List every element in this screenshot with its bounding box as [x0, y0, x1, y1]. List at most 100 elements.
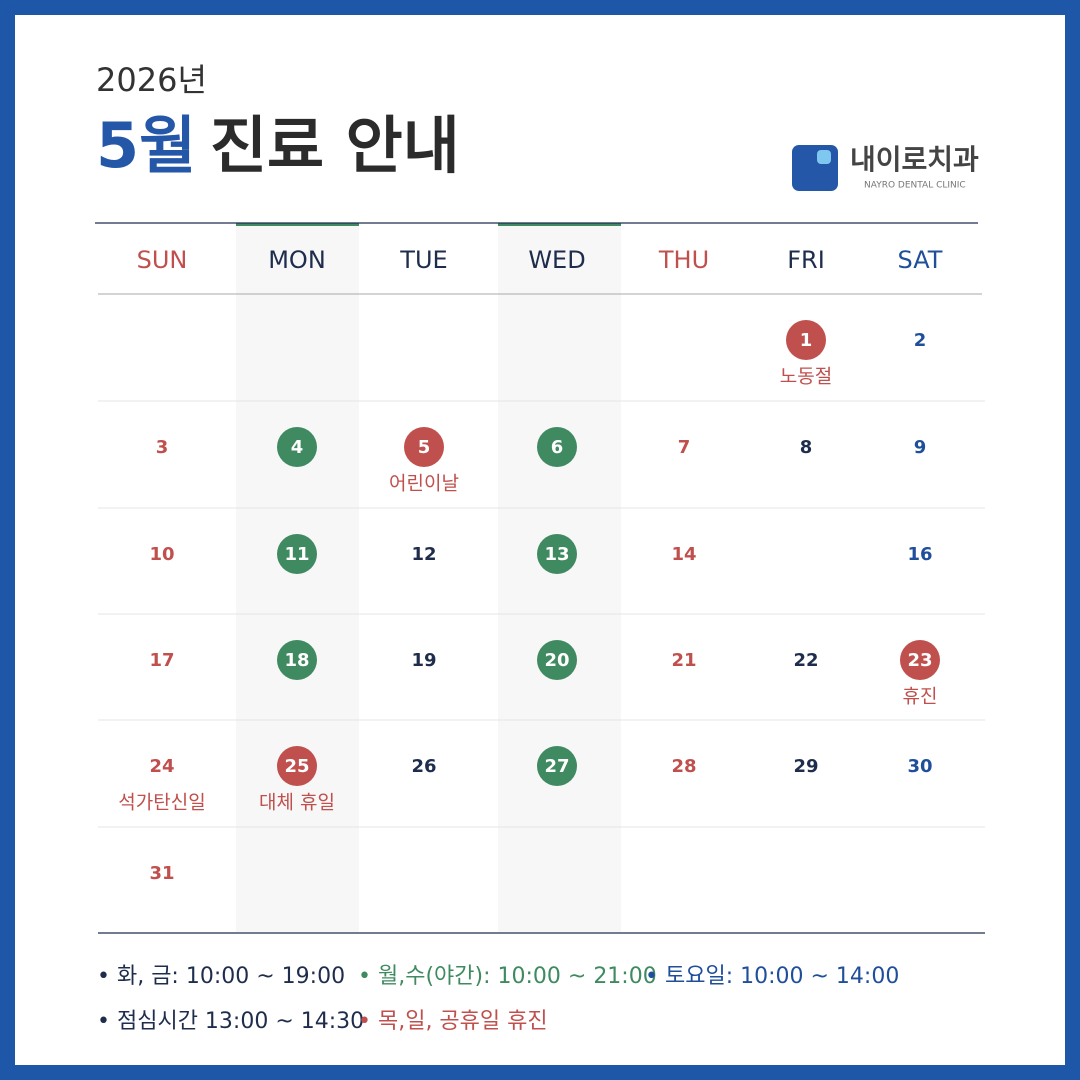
- day-number: 5: [418, 437, 431, 458]
- day-circle: [277, 534, 317, 574]
- hours-note: • 월,수(야간): 10:00 ~ 21:00: [358, 964, 657, 989]
- logo-tooth: [817, 150, 831, 164]
- day-number: 12: [411, 544, 436, 565]
- weekday: SUN: [137, 246, 188, 274]
- day-number: 10: [149, 544, 174, 565]
- day-cell: 28: [671, 756, 696, 777]
- day-number: 9: [914, 437, 927, 458]
- day-cell: 21: [671, 650, 696, 671]
- day-circle: [900, 640, 940, 680]
- day-circle: [537, 534, 577, 574]
- month: 5월: [96, 109, 196, 182]
- day-cell: 1 노동절: [780, 320, 832, 388]
- day-number: 11: [284, 544, 309, 565]
- day-cell: 29: [793, 756, 818, 777]
- shaded-column: [498, 224, 621, 932]
- day-number: 19: [411, 650, 436, 671]
- day-number: 16: [907, 544, 932, 565]
- footer: • 화, 금: 10:00 ~ 19:00 • 월,수(야간): 10:00 ~ …: [97, 964, 899, 1034]
- day-number: 31: [149, 863, 174, 884]
- day-number: 30: [907, 756, 932, 777]
- day-number: 14: [671, 544, 696, 565]
- day-cell: 30: [907, 756, 932, 777]
- day-cell: 3: [156, 437, 169, 458]
- day-number: 27: [544, 756, 569, 777]
- day-circle: [786, 320, 826, 360]
- column-accent: [236, 223, 359, 226]
- hours-note: • 목,일, 공휴일 휴진: [358, 1009, 548, 1034]
- day-cell: 12: [411, 544, 436, 565]
- day-cell: 22: [793, 650, 818, 671]
- day-cell: 2: [914, 330, 927, 351]
- day-cell: 23 휴진: [900, 640, 940, 708]
- day-number: 17: [149, 650, 174, 671]
- day-cell: 5 어린이날: [389, 427, 459, 495]
- day-cell: 9: [914, 437, 927, 458]
- title: 진료 안내: [210, 109, 460, 182]
- day-number: 4: [291, 437, 304, 458]
- day-number: 1: [800, 330, 813, 351]
- day-number: 26: [411, 756, 436, 777]
- day-note: 대체 휴일: [259, 792, 335, 814]
- day-cell: 18: [277, 640, 317, 680]
- hours-note: • 점심시간 13:00 ~ 14:30: [97, 1009, 364, 1034]
- day-cell: 8: [800, 437, 813, 458]
- day-number: 21: [671, 650, 696, 671]
- day-number: 24: [149, 756, 174, 777]
- day-number: 20: [544, 650, 569, 671]
- day-cell: 25 대체 휴일: [259, 746, 335, 814]
- day-cell: 14: [671, 544, 696, 565]
- hours-note: • 토요일: 10:00 ~ 14:00: [645, 964, 899, 989]
- day-cell: 7: [678, 437, 691, 458]
- day-number: 8: [800, 437, 813, 458]
- day-number: 28: [671, 756, 696, 777]
- day-note: 노동절: [780, 366, 832, 388]
- day-number: 2: [914, 330, 927, 351]
- day-cell: 27: [537, 746, 577, 786]
- weekday: TUE: [399, 246, 447, 274]
- day-circle: [277, 427, 317, 467]
- logo-icon: [792, 145, 838, 191]
- shaded-column: [236, 224, 359, 932]
- day-number: 29: [793, 756, 818, 777]
- column-accent: [498, 223, 621, 226]
- logo-subtitle: NAYRO DENTAL CLINIC: [864, 181, 966, 191]
- day-note: 석가탄신일: [118, 792, 205, 814]
- day-number: 13: [544, 544, 569, 565]
- day-circle: [537, 427, 577, 467]
- weekday: FRI: [787, 246, 825, 274]
- hours-note: • 화, 금: 10:00 ~ 19:00: [97, 964, 345, 989]
- weekday: WED: [528, 246, 585, 274]
- day-note: 휴진: [903, 686, 938, 708]
- day-cell: 16: [907, 544, 932, 565]
- weekday: MON: [268, 246, 326, 274]
- day-circle: [537, 746, 577, 786]
- logo: 내이로치과 NAYRO DENTAL CLINIC: [792, 143, 979, 191]
- day-note: 어린이날: [389, 473, 459, 495]
- day-number: 22: [793, 650, 818, 671]
- logo-name: 내이로치과: [850, 143, 979, 176]
- day-cell: 24 석가탄신일: [118, 756, 205, 814]
- day-cell: 13: [537, 534, 577, 574]
- day-cell: 11: [277, 534, 317, 574]
- day-cell: 31: [149, 863, 174, 884]
- day-number: 7: [678, 437, 691, 458]
- day-circle: [277, 640, 317, 680]
- day-cell: 19: [411, 650, 436, 671]
- day-cell: 20: [537, 640, 577, 680]
- day-number: 18: [284, 650, 309, 671]
- day-number: 6: [551, 437, 564, 458]
- day-cell: 6: [537, 427, 577, 467]
- day-cell: 17: [149, 650, 174, 671]
- day-circle: [404, 427, 444, 467]
- day-cell: 26: [411, 756, 436, 777]
- weekday: THU: [658, 246, 709, 274]
- day-circle: [277, 746, 317, 786]
- year: 2026년: [96, 61, 207, 99]
- day-number: 23: [907, 650, 932, 671]
- weekday: SAT: [898, 246, 943, 274]
- day-circle: [537, 640, 577, 680]
- day-number: 25: [284, 756, 309, 777]
